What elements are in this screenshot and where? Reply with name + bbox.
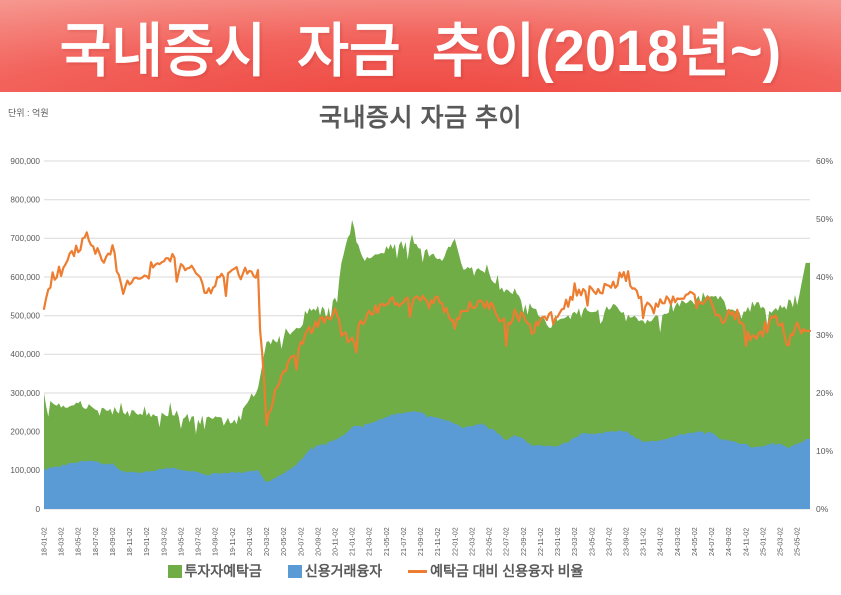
x-tick-label: 21-11-02 bbox=[433, 528, 442, 556]
x-tick-label: 25-03-02 bbox=[776, 527, 785, 556]
right-axis-label: 40% bbox=[816, 272, 833, 282]
right-axis-label: 50% bbox=[816, 214, 833, 224]
left-axis-label: 900,000 bbox=[10, 157, 40, 166]
x-tick-label: 19-01-02 bbox=[142, 527, 151, 556]
x-tick-label: 24-09-02 bbox=[724, 527, 733, 556]
legend-label-ratio: 예탁금 대비 신용융자 비율 bbox=[430, 563, 584, 579]
x-tick-label: 22-05-02 bbox=[485, 527, 494, 556]
unit-label: 단위 : 억원 bbox=[8, 108, 49, 118]
x-tick-label: 21-03-02 bbox=[365, 527, 374, 556]
banner-title: 국내증시 자금 추이(2018년~) bbox=[59, 17, 782, 83]
left-axis-label: 300,000 bbox=[10, 389, 40, 398]
x-tick-label: 25-05-02 bbox=[793, 527, 802, 556]
left-axis-label: 600,000 bbox=[10, 273, 40, 282]
x-tick-label: 21-01-02 bbox=[348, 527, 357, 556]
x-tick-label: 23-07-02 bbox=[604, 527, 613, 556]
x-tick-label: 18-03-02 bbox=[57, 527, 66, 556]
legend-label-deposits: 투자자예탁금 bbox=[184, 563, 262, 579]
x-tick-label: 22-07-02 bbox=[502, 527, 511, 556]
x-tick-label: 19-07-02 bbox=[194, 527, 203, 556]
legend-label-credit: 신용거래융자 bbox=[304, 563, 383, 579]
x-tick-label: 23-03-02 bbox=[570, 527, 579, 556]
x-tick-label: 20-07-02 bbox=[296, 527, 305, 556]
chart-title: 국내증시 자금 추이 bbox=[319, 104, 522, 132]
left-axis-label: 0 bbox=[35, 505, 40, 514]
chart-area: 단위 : 억원 국내증시 자금 추이 900,000 800,000 700,000… bbox=[0, 92, 841, 595]
x-tick-label: 20-01-02 bbox=[245, 527, 254, 556]
left-axis-label: 100,000 bbox=[10, 466, 40, 475]
legend-marker-deposits bbox=[167, 564, 182, 578]
x-tick-label: 22-09-02 bbox=[519, 527, 528, 556]
left-axis-label: 200,000 bbox=[10, 428, 40, 437]
x-tick-label: 18-07-02 bbox=[91, 527, 100, 556]
left-axis-label: 700,000 bbox=[10, 234, 40, 243]
x-tick-label: 20-11-02 bbox=[331, 528, 340, 556]
header-banner: 국내증시 자금 추이(2018년~) bbox=[0, 0, 841, 92]
x-tick-label: 25-01-02 bbox=[758, 527, 767, 556]
right-axis-label: 30% bbox=[816, 330, 833, 340]
x-tick-label: 23-01-02 bbox=[553, 527, 562, 556]
x-tick-label: 22-01-02 bbox=[450, 527, 459, 556]
x-tick-label: 22-03-02 bbox=[467, 527, 476, 556]
x-tick-label: 20-03-02 bbox=[262, 527, 271, 556]
x-tick-label: 19-09-02 bbox=[211, 527, 220, 556]
legend-item-credit: 신용거래융자 bbox=[287, 561, 383, 581]
x-tick-label: 24-03-02 bbox=[673, 527, 682, 556]
right-axis-label: 10% bbox=[816, 446, 833, 456]
chart-legend: 투자자예탁금 신용거래융자 예탁금 대비 신용융자 비율 bbox=[0, 560, 796, 582]
x-tick-label: 18-09-02 bbox=[108, 527, 117, 556]
x-tick-label: 24-07-02 bbox=[707, 527, 716, 556]
x-tick-label: 21-09-02 bbox=[416, 527, 425, 556]
x-tick-label: 18-01-02 bbox=[40, 527, 49, 556]
x-tick-label: 20-09-02 bbox=[313, 527, 322, 556]
x-tick-label: 23-05-02 bbox=[587, 527, 596, 556]
left-axis-label: 500,000 bbox=[10, 312, 40, 321]
legend-marker-credit bbox=[287, 564, 302, 578]
x-tick-label: 18-05-02 bbox=[74, 527, 83, 556]
x-tick-label: 24-05-02 bbox=[690, 527, 699, 556]
legend-item-ratio: 예탁금 대비 신용융자 비율 bbox=[408, 561, 583, 581]
x-tick-label: 19-03-02 bbox=[159, 527, 168, 556]
right-axis-label: 0% bbox=[816, 504, 829, 514]
x-tick-label: 21-05-02 bbox=[382, 527, 391, 556]
legend-item-deposits: 투자자예탁금 bbox=[167, 561, 262, 581]
x-tick-label: 18-11-02 bbox=[125, 528, 134, 556]
right-axis-label: 20% bbox=[816, 388, 833, 398]
x-tick-label: 21-07-02 bbox=[399, 527, 408, 556]
x-tick-label: 23-09-02 bbox=[622, 527, 631, 556]
x-tick-label: 23-11-02 bbox=[639, 528, 648, 556]
right-axis-label: 60% bbox=[816, 156, 833, 166]
x-tick-label: 24-01-02 bbox=[656, 527, 665, 556]
left-axis-label: 400,000 bbox=[10, 350, 40, 359]
x-tick-label: 24-11-02 bbox=[741, 528, 750, 556]
x-tick-label: 19-05-02 bbox=[176, 527, 185, 556]
x-tick-label: 19-11-02 bbox=[228, 528, 237, 556]
left-axis-label: 800,000 bbox=[10, 196, 40, 205]
legend-marker-ratio bbox=[408, 569, 428, 573]
ratio-line bbox=[42, 231, 812, 427]
plot-canvas: 900,000 800,000 700,000 600,000 500,000 400,0… bbox=[10, 156, 833, 556]
credit-area bbox=[44, 411, 810, 509]
x-tick-label: 20-05-02 bbox=[279, 527, 288, 556]
x-tick-label: 22-11-02 bbox=[536, 528, 545, 556]
